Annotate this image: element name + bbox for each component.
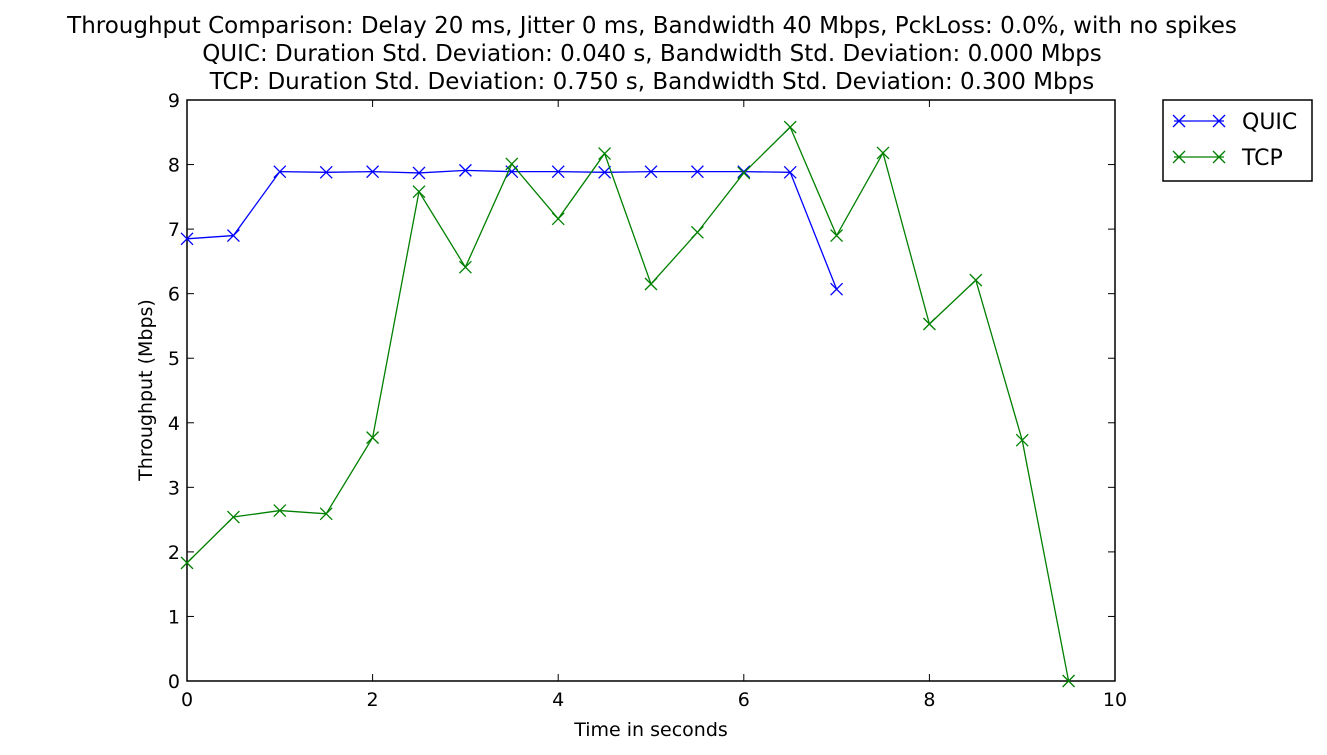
- tcp-point: [1015, 433, 1029, 447]
- plot-area: 0 2 4 6 8 10 0 1 2 3 4 5 6 7 8 9: [168, 90, 1127, 711]
- tcp-point: [412, 185, 426, 199]
- tcp-point: [366, 431, 380, 445]
- quic-point: [366, 165, 380, 179]
- tcp-line: [186, 125, 1070, 682]
- x-tick-label: 4: [552, 689, 564, 711]
- quic-point: [319, 165, 333, 179]
- tcp-point: [458, 260, 472, 274]
- x-tick-label: 2: [367, 689, 379, 711]
- tcp-point: [598, 147, 612, 161]
- legend-marker-tcp: [1212, 150, 1226, 164]
- tcp-point: [226, 510, 240, 524]
- quic-point: [690, 165, 704, 179]
- x-tick-label: 8: [923, 689, 935, 711]
- quic-point: [644, 165, 658, 179]
- quic-line: [186, 169, 838, 290]
- chart-title-line-1: Throughput Comparison: Delay 20 ms, Jitt…: [66, 13, 1237, 39]
- plot-frame: [186, 99, 1116, 682]
- quic-point: [737, 165, 751, 179]
- legend-marker-quic: [1172, 114, 1186, 128]
- tcp-point: [505, 157, 519, 171]
- quic-point: [830, 282, 844, 296]
- y-tick-label: 3: [168, 477, 180, 499]
- y-tick-label: 8: [168, 155, 180, 177]
- quic-point: [783, 165, 797, 179]
- y-tick-label: 2: [168, 542, 180, 564]
- y-tick-label: 6: [168, 284, 180, 306]
- tcp-point: [1062, 674, 1076, 688]
- tcp-point: [830, 229, 844, 243]
- tcp-point: [644, 277, 658, 291]
- chart-title-line-2: QUIC: Duration Std. Deviation: 0.040 s, …: [202, 41, 1102, 67]
- tcp-point: [922, 317, 936, 331]
- legend-label-tcp: TCP: [1241, 146, 1283, 171]
- quic-point: [598, 165, 612, 179]
- quic-point: [273, 165, 287, 179]
- tcp-point: [969, 273, 983, 287]
- quic-point: [551, 165, 565, 179]
- quic-point: [226, 229, 240, 243]
- tcp-point: [690, 225, 704, 239]
- tcp-point: [180, 556, 194, 570]
- chart-title: Throughput Comparison: Delay 20 ms, Jitt…: [66, 13, 1237, 95]
- x-tick-label: 10: [1103, 689, 1127, 711]
- tcp-point: [551, 212, 565, 226]
- legend-box: [1162, 99, 1313, 182]
- quic-point: [180, 232, 194, 246]
- x-tick-label: 0: [181, 689, 193, 711]
- quic-point: [458, 163, 472, 177]
- legend-label-quic: QUIC: [1242, 110, 1297, 135]
- y-axis-label: Throughput (Mbps): [135, 299, 157, 482]
- y-tick-label: 9: [168, 90, 180, 112]
- y-tick-label: 5: [168, 348, 180, 370]
- tcp-point: [783, 120, 797, 134]
- y-tick-label: 4: [168, 413, 180, 435]
- tcp-point: [737, 166, 751, 180]
- quic-point: [412, 166, 426, 180]
- legend-marker-quic: [1212, 114, 1226, 128]
- y-tick-label: 0: [168, 671, 180, 693]
- legend-marker-tcp: [1172, 150, 1186, 164]
- legend: QUIC TCP: [1162, 99, 1313, 182]
- x-tick-label: 6: [738, 689, 750, 711]
- tcp-point: [273, 504, 287, 518]
- tcp-point: [319, 507, 333, 521]
- chart-title-line-3: TCP: Duration Std. Deviation: 0.750 s, B…: [209, 69, 1094, 95]
- y-tick-label: 7: [168, 219, 180, 241]
- y-tick-label: 1: [168, 606, 180, 628]
- tcp-point: [876, 146, 890, 160]
- x-axis-label: Time in seconds: [573, 719, 728, 741]
